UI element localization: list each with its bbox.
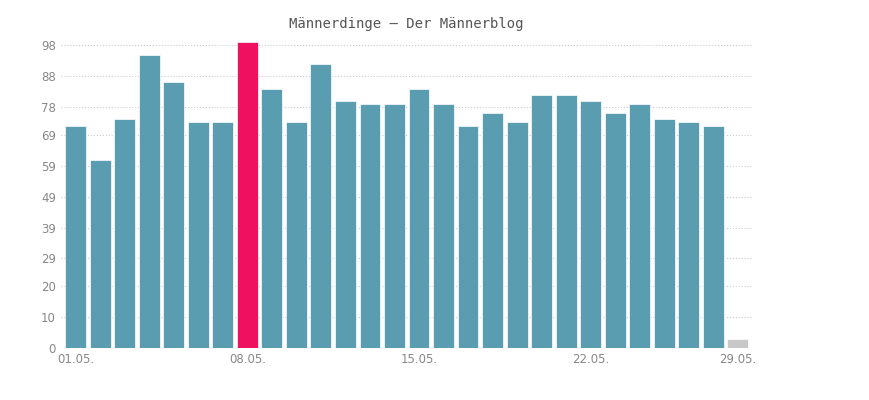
Bar <box>335 101 355 348</box>
Bar <box>604 113 625 348</box>
Bar <box>726 339 747 348</box>
Bar <box>678 122 699 348</box>
Bar <box>531 95 552 348</box>
Bar <box>580 101 600 348</box>
Bar <box>139 54 159 348</box>
Bar <box>163 82 184 348</box>
Bar <box>457 126 478 348</box>
Bar <box>114 120 135 348</box>
Bar <box>383 104 404 348</box>
Bar <box>433 104 454 348</box>
Bar <box>653 120 673 348</box>
Bar <box>359 104 380 348</box>
Bar <box>65 126 86 348</box>
Bar <box>628 104 649 348</box>
Bar <box>261 88 282 348</box>
Title: Männerdinge – Der Männerblog: Männerdinge – Der Männerblog <box>289 17 523 31</box>
Bar <box>236 42 257 348</box>
Bar <box>506 122 527 348</box>
Bar <box>702 126 723 348</box>
Bar <box>90 160 110 348</box>
Bar <box>212 122 233 348</box>
Bar <box>286 122 307 348</box>
Bar <box>310 64 331 348</box>
Bar <box>188 122 209 348</box>
Bar <box>555 95 576 348</box>
Bar <box>481 113 502 348</box>
Bar <box>408 88 429 348</box>
